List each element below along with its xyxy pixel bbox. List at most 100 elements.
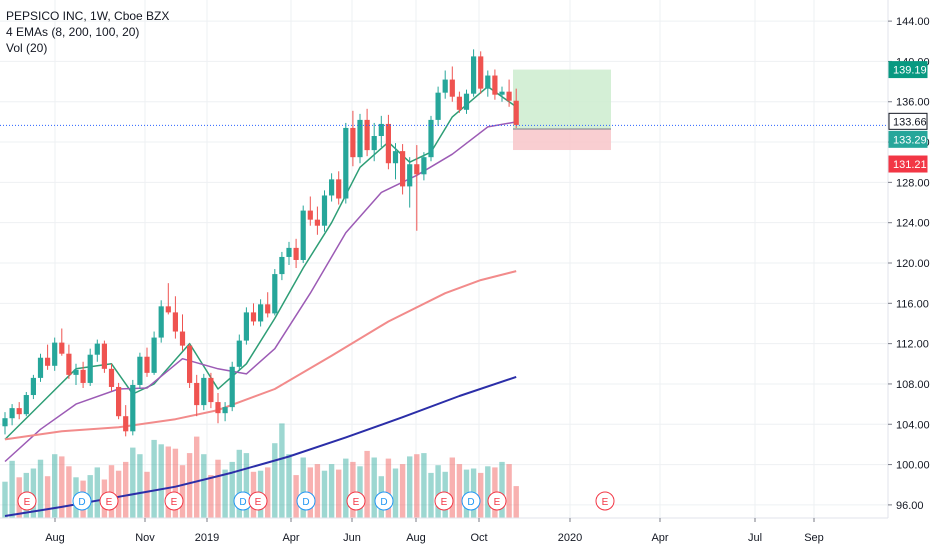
candle-body[interactable] — [187, 345, 193, 383]
candle-body[interactable] — [442, 79, 448, 93]
candle-body[interactable] — [215, 402, 221, 414]
candle-body[interactable] — [144, 356, 150, 373]
candle-body[interactable] — [123, 416, 129, 432]
candle-body[interactable] — [321, 195, 328, 226]
candle-body[interactable] — [392, 151, 399, 164]
candle-body[interactable] — [236, 340, 242, 367]
earnings-marker[interactable] — [248, 491, 268, 511]
dividend-marker[interactable] — [72, 491, 92, 511]
earnings-marker[interactable] — [99, 491, 119, 511]
profit-zone[interactable] — [513, 69, 611, 130]
candle-body[interactable] — [37, 357, 44, 378]
candle-body[interactable] — [293, 247, 299, 260]
candle-body[interactable] — [371, 136, 377, 151]
candle-body[interactable] — [478, 56, 484, 89]
candle-body[interactable] — [229, 366, 235, 408]
candle-body[interactable] — [87, 354, 93, 383]
candle-body[interactable] — [101, 343, 107, 369]
earnings-marker[interactable] — [164, 491, 184, 511]
candle-body[interactable] — [343, 127, 349, 199]
candle-body[interactable] — [364, 119, 370, 151]
loss-zone[interactable] — [513, 129, 611, 151]
candle-body[interactable] — [73, 369, 79, 375]
candle-body[interactable] — [279, 256, 285, 275]
candle-body[interactable] — [350, 127, 356, 158]
dividend-marker[interactable] — [374, 491, 394, 511]
candle-body[interactable] — [463, 93, 470, 110]
candle-body[interactable] — [400, 151, 406, 187]
candle-body[interactable] — [250, 312, 257, 322]
candle-body[interactable] — [45, 357, 51, 366]
candle-body[interactable] — [52, 342, 58, 366]
earnings-marker[interactable] — [595, 491, 615, 511]
candle-body[interactable] — [23, 395, 29, 415]
candle-body[interactable] — [194, 382, 200, 406]
candle-body[interactable] — [421, 157, 427, 175]
candle-body[interactable] — [307, 210, 313, 220]
dividend-marker[interactable] — [461, 491, 481, 511]
ema-indicator-label[interactable]: 4 EMAs (8, 200, 100, 20) — [6, 25, 140, 39]
candle-body[interactable] — [435, 92, 441, 120]
candle-body[interactable] — [9, 408, 15, 419]
candle-body[interactable] — [2, 418, 8, 427]
candle-body[interactable] — [499, 91, 505, 95]
entry-price-tag[interactable] — [888, 130, 928, 148]
candle-body[interactable] — [265, 304, 271, 314]
candle-body[interactable] — [116, 386, 122, 417]
candle-body[interactable] — [179, 331, 186, 346]
candle-body[interactable] — [80, 369, 86, 383]
price-axis[interactable] — [888, 0, 932, 550]
price-tick-label: 96.00 — [896, 500, 924, 512]
candle-body[interactable] — [108, 368, 115, 387]
candle-body[interactable] — [407, 164, 413, 187]
candle-body[interactable] — [30, 377, 36, 396]
candle-body[interactable] — [329, 179, 335, 196]
candle-body[interactable] — [94, 343, 100, 355]
candle-body[interactable] — [243, 312, 249, 341]
candle-body[interactable] — [222, 407, 228, 414]
candle-body[interactable] — [513, 100, 519, 125]
dividend-marker[interactable] — [296, 491, 316, 511]
candle-body[interactable] — [286, 247, 292, 257]
candle-body[interactable] — [492, 75, 498, 95]
candle-body[interactable] — [485, 75, 491, 89]
candle-body[interactable] — [357, 119, 363, 158]
earnings-marker[interactable] — [487, 491, 507, 511]
candle-body[interactable] — [208, 377, 214, 403]
candle-body[interactable] — [137, 356, 143, 385]
candle-body[interactable] — [385, 123, 391, 164]
candle-body[interactable] — [158, 306, 164, 338]
candle-body[interactable] — [300, 210, 306, 260]
volume-bar — [421, 453, 427, 518]
candle-body[interactable] — [165, 306, 171, 313]
candle-body[interactable] — [378, 123, 384, 137]
candle-body[interactable] — [414, 164, 420, 175]
candle-body[interactable] — [258, 304, 264, 322]
candle-body[interactable] — [272, 274, 278, 314]
candle-body[interactable] — [130, 384, 136, 432]
earnings-marker[interactable] — [434, 491, 454, 511]
volume-bar — [179, 465, 186, 518]
earnings-marker[interactable] — [346, 491, 366, 511]
stop-price-tag[interactable] — [888, 155, 928, 173]
candle-body[interactable] — [506, 91, 512, 101]
volume-indicator-label[interactable]: Vol (20) — [6, 41, 48, 55]
candle-body[interactable] — [456, 96, 462, 110]
candle-body[interactable] — [471, 56, 477, 94]
candle-body[interactable] — [314, 219, 320, 226]
candle-body[interactable] — [16, 408, 22, 415]
candle-body[interactable] — [449, 79, 455, 97]
candle-body[interactable] — [66, 353, 72, 375]
candle-body[interactable] — [151, 337, 157, 373]
target-price-tag[interactable] — [888, 61, 928, 79]
candle-body[interactable] — [59, 342, 65, 354]
candle-body[interactable] — [428, 119, 434, 158]
candle-body[interactable] — [172, 312, 178, 332]
last-price-tag[interactable] — [888, 112, 928, 130]
earnings-marker[interactable] — [17, 491, 37, 511]
symbol-title[interactable]: PEPSICO INC, 1W, Cboe BZX — [6, 9, 170, 23]
candle-body[interactable] — [201, 377, 207, 406]
candle-body[interactable] — [336, 179, 342, 199]
